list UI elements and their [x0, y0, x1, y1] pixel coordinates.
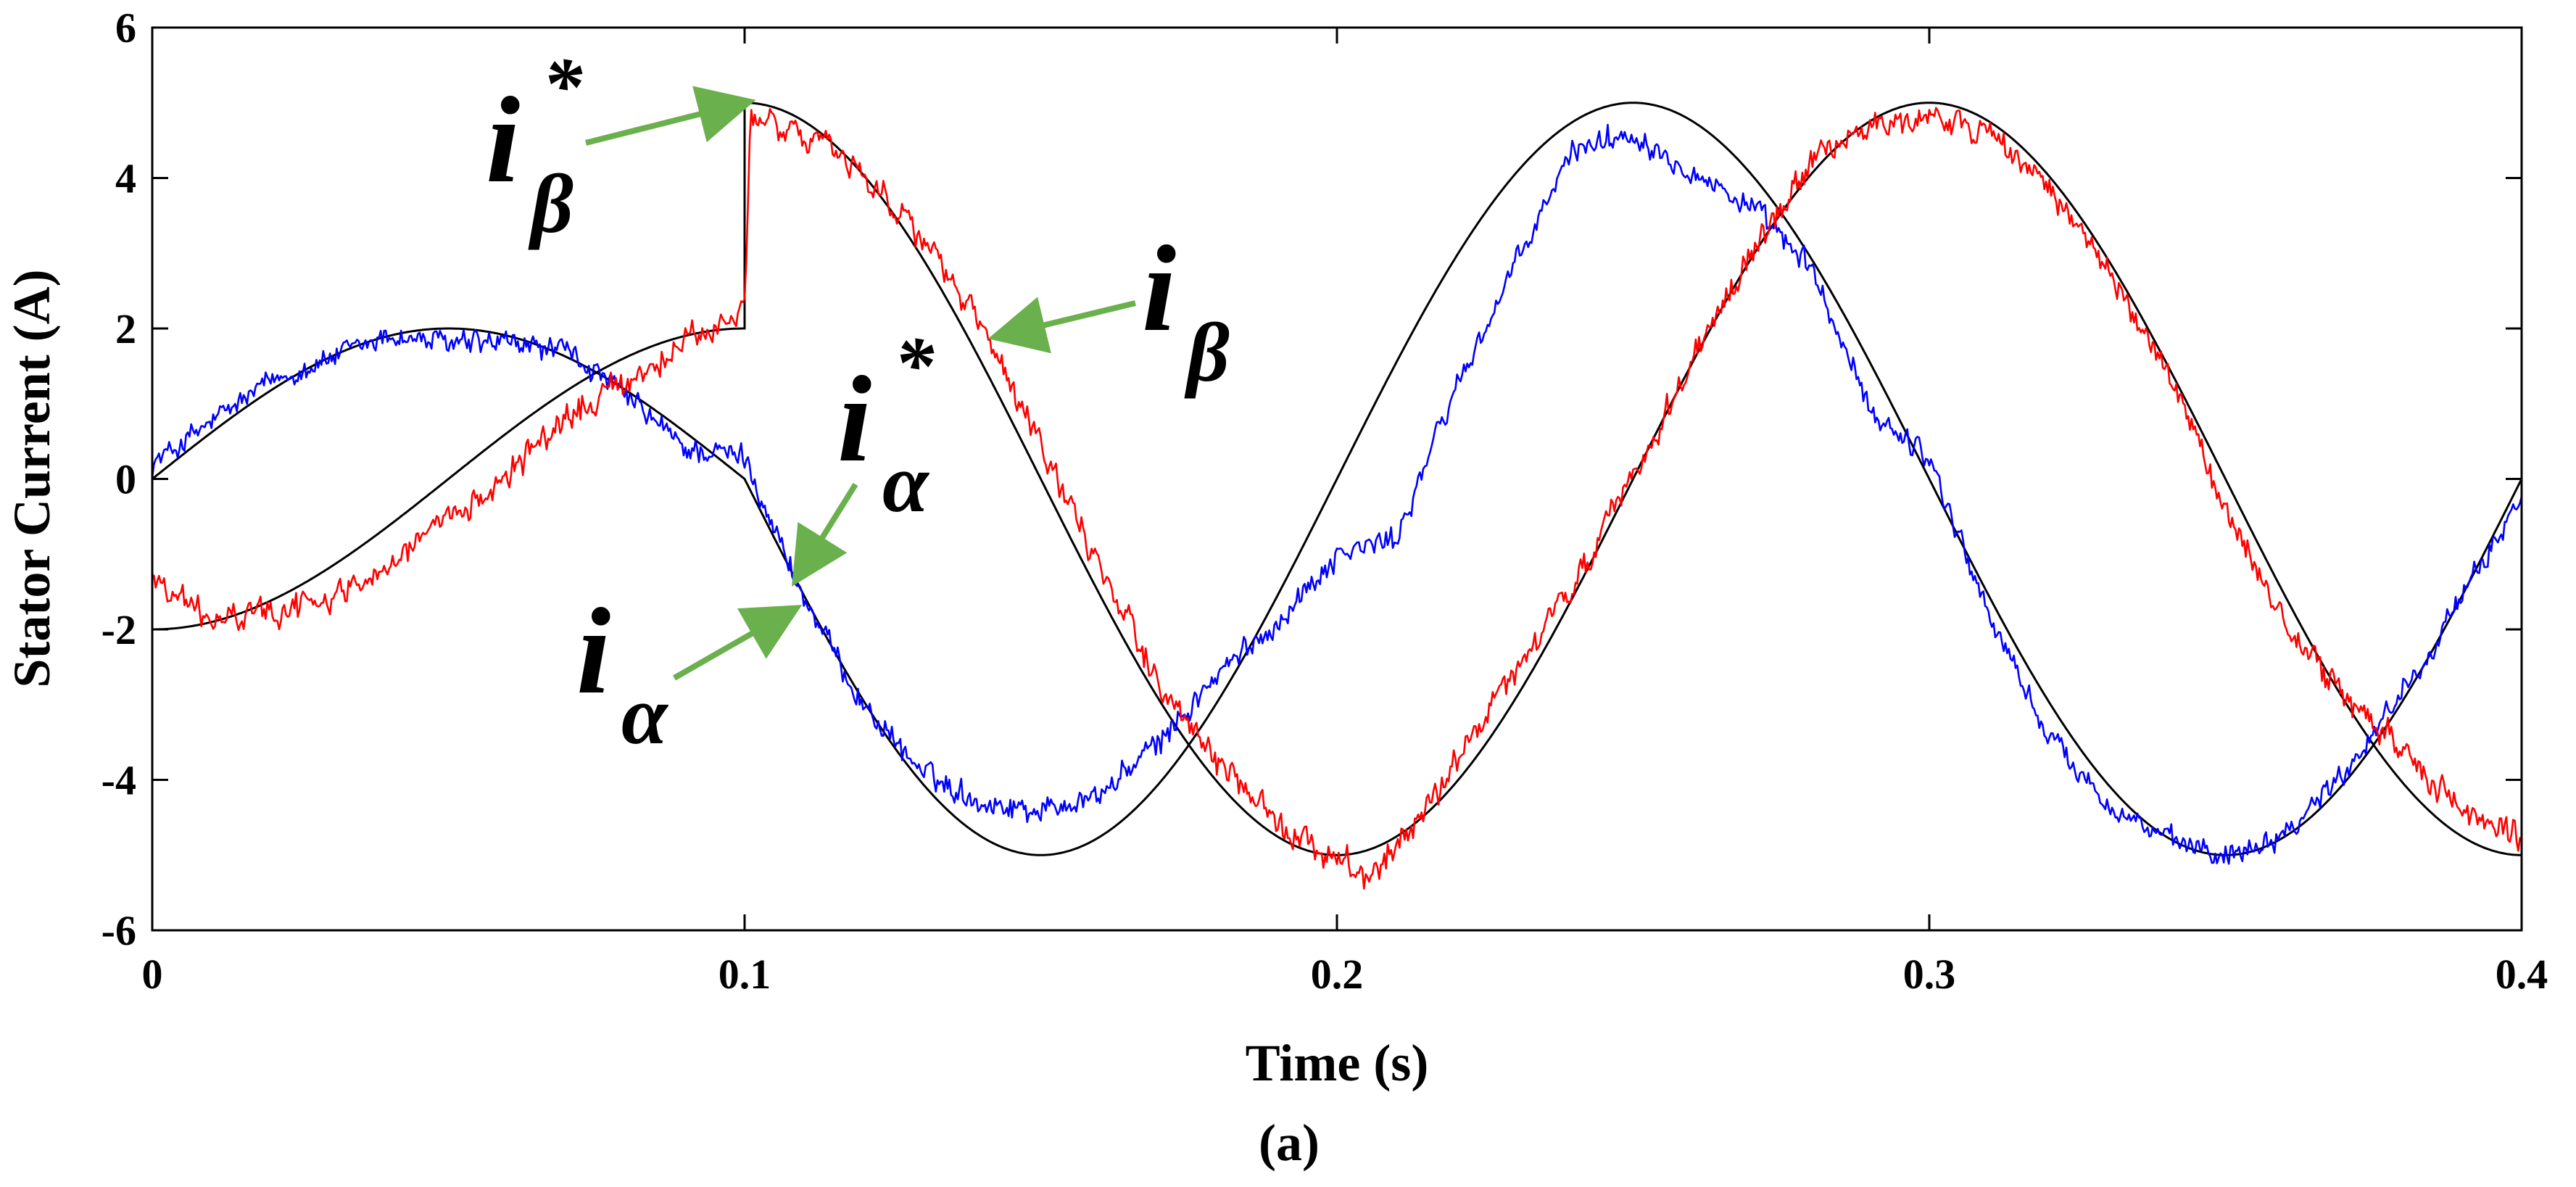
y-tick-label: 0: [115, 456, 136, 503]
measured-series-group: [152, 107, 2522, 890]
axis-ticks: 0 0.1 0.2 0.3 0.4 -6 -4 -2 0 2 4 6: [102, 4, 2548, 998]
annotations: i β*i βi α*i α: [486, 41, 1230, 761]
y-tick-label: -4: [102, 757, 136, 804]
anno-i-beta-base: i: [1142, 220, 1176, 357]
y-tick-label: 2: [115, 305, 136, 352]
anno-i-alpha-base: i: [576, 583, 610, 719]
i-alpha-ref-line: [152, 102, 2522, 856]
anno-i-alpha-subscript: α: [621, 669, 669, 761]
anno-i-beta-arrow: [987, 297, 1136, 354]
i-beta-line: [152, 107, 2522, 890]
x-tick-label: 0.2: [1311, 951, 1364, 998]
anno-i-beta-ref-base: i: [486, 72, 520, 208]
reference-series-group: [152, 102, 2522, 856]
anno-i-alpha-arrow: [673, 605, 803, 681]
y-axis-title: Stator Current (A): [3, 269, 61, 687]
x-tick-label: 0.1: [718, 951, 771, 998]
anno-i-alpha-ref-subscript: α: [882, 437, 930, 529]
i-beta-ref-line: [152, 102, 2522, 856]
anno-i-beta-ref: i β *: [486, 41, 756, 250]
anno-i-beta-ref-arrow: [585, 86, 756, 146]
anno-i-beta-subscript: β: [1184, 307, 1230, 399]
x-axis-title: Time (s): [1246, 1034, 1429, 1092]
anno-i-beta-ref-superscript: *: [542, 41, 583, 130]
figure-caption: (a): [1259, 1114, 1320, 1172]
y-tick-label: -2: [102, 606, 136, 653]
x-tick-label: 0.4: [2496, 951, 2548, 998]
x-tick-label: 0.3: [1903, 951, 1956, 998]
x-tick-label: 0: [142, 951, 163, 998]
i-alpha-line: [152, 123, 2522, 865]
anno-i-beta-ref-subscript: β: [528, 158, 573, 250]
y-tick-label: 4: [115, 155, 136, 202]
anno-i-alpha-ref: i α *: [792, 320, 935, 587]
anno-i-alpha-ref-base: i: [837, 351, 871, 487]
y-tick-label: -6: [102, 907, 136, 954]
anno-i-alpha-ref-superscript: *: [894, 320, 935, 409]
anno-i-alpha-ref-arrow: [792, 482, 858, 587]
y-tick-label: 6: [115, 4, 136, 51]
